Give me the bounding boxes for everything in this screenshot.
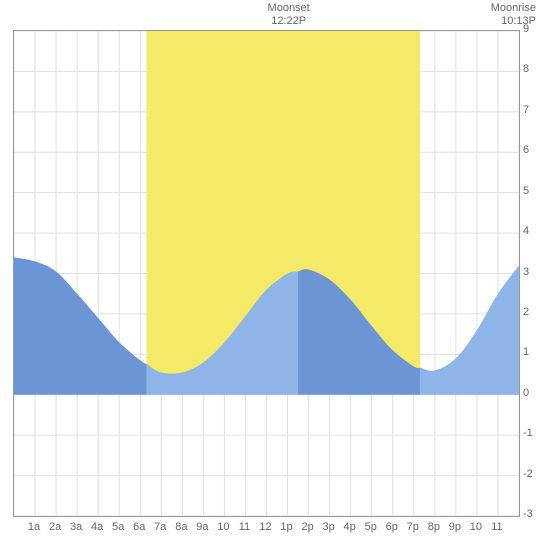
y-tick-label: -3 <box>523 508 533 520</box>
x-tick-label: 9p <box>449 521 461 533</box>
y-tick-label: 9 <box>523 23 529 35</box>
y-tick-label: 5 <box>523 185 529 197</box>
x-tick-label: 1p <box>280 521 292 533</box>
x-tick-label: 5p <box>365 521 377 533</box>
x-tick-label: 12 <box>259 521 271 533</box>
x-tick-label: 1a <box>28 521 40 533</box>
x-tick-label: 10 <box>217 521 229 533</box>
x-tick-label: 3p <box>323 521 335 533</box>
x-tick-label: 9a <box>196 521 208 533</box>
moon-annotation-label: Moonrise <box>491 2 536 15</box>
moon-annotation-time: 10:13P <box>491 15 536 28</box>
x-tick-label: 6p <box>386 521 398 533</box>
x-tick-label: 2p <box>301 521 313 533</box>
x-tick-label: 10 <box>470 521 482 533</box>
tide-chart: Moonset12:22PMoonrise10:13P -3-2-1012345… <box>0 0 550 550</box>
y-tick-label: 0 <box>523 387 529 399</box>
x-tick-label: 3a <box>70 521 82 533</box>
x-tick-label: 11 <box>491 521 502 533</box>
moon-annotation: Moonrise10:13P <box>491 2 536 28</box>
x-tick-label: 11 <box>239 521 250 533</box>
x-tick-label: 4a <box>91 521 103 533</box>
top-annotations: Moonset12:22P Moonrise10:13P <box>0 0 550 30</box>
x-tick-label: 7a <box>154 521 166 533</box>
x-tick-label: 8a <box>175 521 187 533</box>
tide-segment <box>14 257 147 394</box>
y-tick-label: -2 <box>523 468 533 480</box>
x-tick-label: 8p <box>428 521 440 533</box>
x-tick-label: 7p <box>407 521 419 533</box>
y-tick-label: 7 <box>523 104 529 116</box>
y-tick-label: 3 <box>523 266 529 278</box>
moon-annotation-label: Moonset <box>268 2 310 15</box>
plot-svg <box>14 31 519 516</box>
y-tick-label: 8 <box>523 63 529 75</box>
y-tick-label: 4 <box>523 225 529 237</box>
x-tick-label: 2a <box>49 521 61 533</box>
x-tick-label: 5a <box>112 521 124 533</box>
x-tick-label: 4p <box>344 521 356 533</box>
moon-annotation: Moonset12:22P <box>268 2 310 28</box>
moon-annotation-time: 12:22P <box>268 15 310 28</box>
y-tick-label: 6 <box>523 144 529 156</box>
y-tick-label: -1 <box>523 427 533 439</box>
plot-area <box>13 30 520 517</box>
y-tick-label: 2 <box>523 306 529 318</box>
y-tick-label: 1 <box>523 346 529 358</box>
x-tick-label: 6a <box>133 521 145 533</box>
